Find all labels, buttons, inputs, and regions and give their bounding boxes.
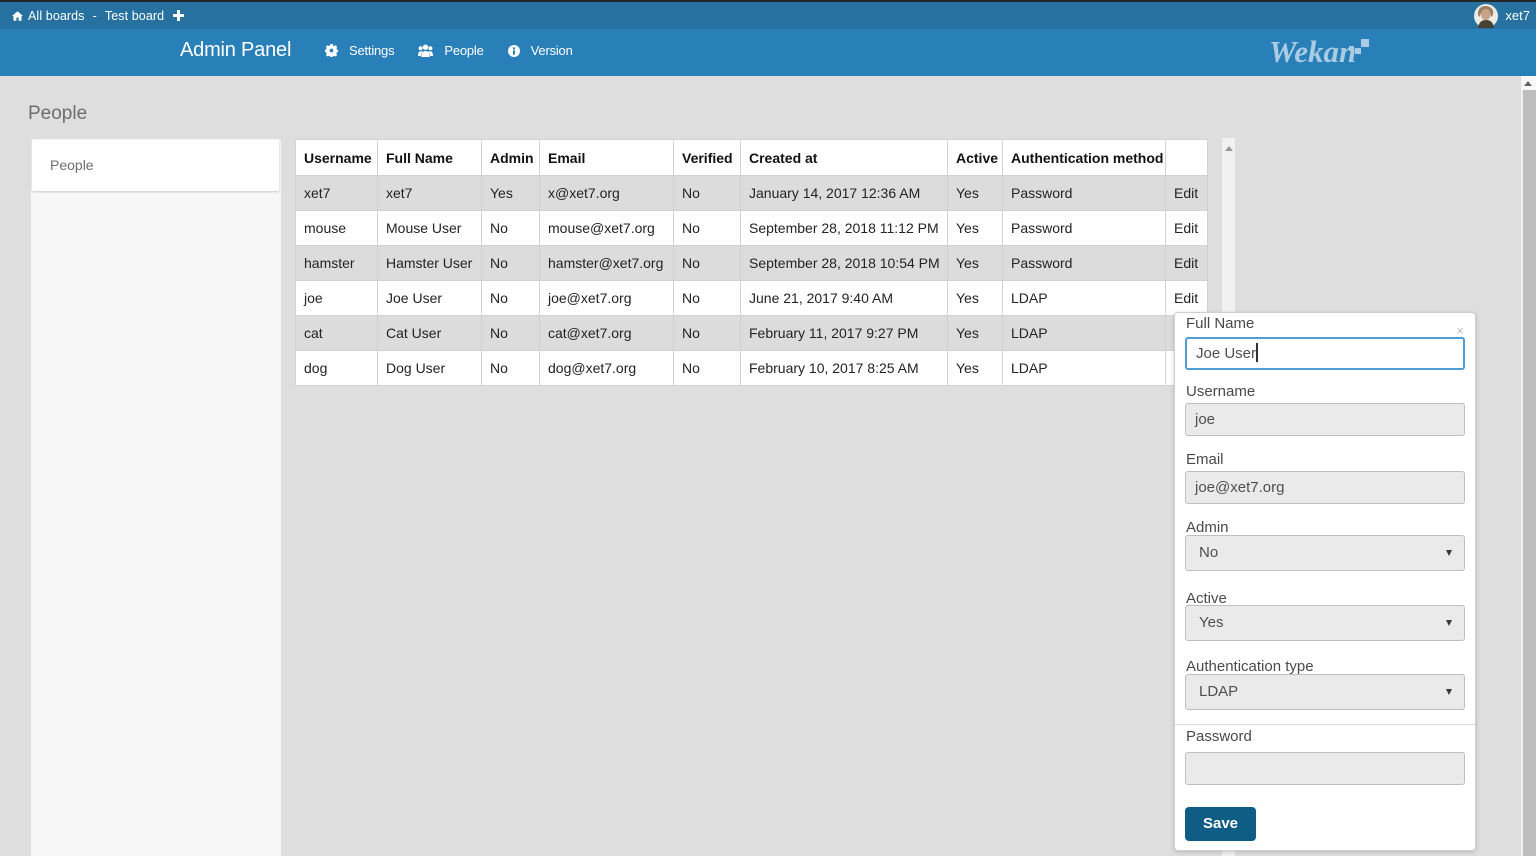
svg-text:Wekan: Wekan	[1269, 34, 1356, 69]
